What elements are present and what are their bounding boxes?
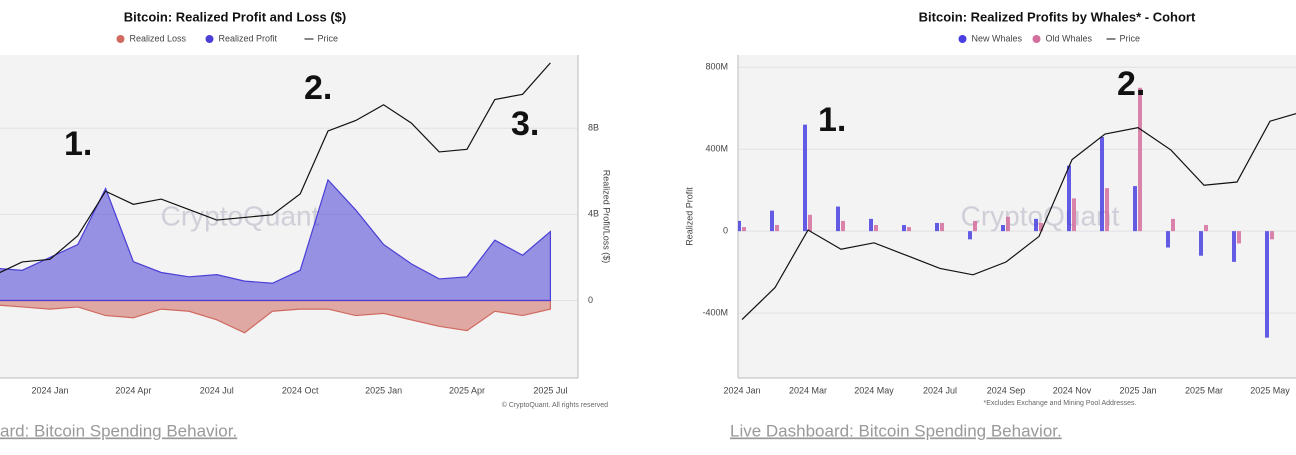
bar bbox=[836, 206, 840, 232]
bar bbox=[738, 220, 741, 232]
bar bbox=[973, 220, 977, 232]
bar bbox=[935, 222, 939, 232]
bar bbox=[1034, 218, 1038, 232]
bar bbox=[1171, 218, 1175, 232]
x-tick-label: 2025 May bbox=[1250, 385, 1290, 395]
chart-title: Bitcoin: Realized Profit and Loss ($) bbox=[124, 9, 346, 24]
bar bbox=[841, 220, 845, 232]
plot bbox=[0, 62, 551, 334]
bar bbox=[1199, 231, 1203, 256]
x-tick-label: 2025 Jul bbox=[533, 385, 567, 395]
x-tick-label: 2024 Oct bbox=[282, 385, 319, 395]
bar bbox=[869, 218, 873, 232]
x-tick-label: 2024 Sep bbox=[987, 385, 1026, 395]
y-axis-label: Realized Profit/Loss ($) bbox=[602, 170, 612, 264]
x-tick-label: 2025 Jan bbox=[1119, 385, 1156, 395]
dashboard-link[interactable]: ard: Bitcoin Spending Behavior. bbox=[0, 421, 237, 440]
annotation: 1. bbox=[818, 101, 846, 139]
legend-swatch bbox=[1032, 35, 1041, 43]
bar bbox=[1067, 165, 1071, 232]
bar bbox=[1001, 225, 1005, 232]
bar bbox=[1105, 188, 1109, 232]
x-tick-label: 2024 Jul bbox=[923, 385, 957, 395]
x-tick-label: 2025 Jan bbox=[365, 385, 402, 395]
area bbox=[0, 178, 551, 302]
dashboard-link[interactable]: Live Dashboard: Bitcoin Spending Behavio… bbox=[730, 421, 1062, 440]
bar bbox=[1039, 222, 1043, 232]
legend-label: Price bbox=[1120, 33, 1141, 43]
bar bbox=[940, 222, 944, 232]
annotation: 2. bbox=[1117, 65, 1145, 103]
y-tick-label: -400M bbox=[702, 307, 728, 317]
bar bbox=[1265, 231, 1269, 338]
bar bbox=[968, 231, 972, 240]
bar bbox=[1270, 231, 1274, 240]
x-tick-label: 2024 Jul bbox=[200, 385, 234, 395]
legend-label: Price bbox=[318, 33, 339, 43]
x-tick-label: 2025 Apr bbox=[449, 385, 485, 395]
bar bbox=[770, 210, 774, 232]
y-tick-label: 4B bbox=[588, 209, 599, 219]
chart-title: Bitcoin: Realized Profits by Whales* - C… bbox=[919, 9, 1196, 24]
bar bbox=[1237, 231, 1241, 244]
y-tick-label: 0 bbox=[723, 226, 728, 236]
x-tick-label: 2024 Nov bbox=[1053, 385, 1092, 395]
bar bbox=[808, 214, 812, 232]
x-tick-label: 2025 Mar bbox=[1185, 385, 1223, 395]
legend-swatch bbox=[205, 35, 214, 43]
bar bbox=[1006, 216, 1010, 232]
bar bbox=[1166, 231, 1170, 248]
footnote: *Excludes Exchange and Mining Pool Addre… bbox=[984, 400, 1137, 407]
bar bbox=[1133, 186, 1137, 232]
y-tick-label: 800M bbox=[705, 62, 728, 72]
y-tick-label: 8B bbox=[588, 123, 599, 133]
y-tick-label: 400M bbox=[705, 144, 728, 154]
x-tick-label: 2024 Apr bbox=[115, 385, 151, 395]
x-tick-label: 2024 Jan bbox=[723, 385, 760, 395]
bar bbox=[1204, 225, 1208, 232]
annotation: 2. bbox=[304, 69, 332, 107]
price-line bbox=[0, 62, 551, 274]
annotation: 1. bbox=[64, 125, 92, 163]
bar bbox=[907, 227, 911, 232]
legend-label: New Whales bbox=[972, 33, 1023, 43]
x-tick-label: 2024 Mar bbox=[789, 385, 827, 395]
bar bbox=[1100, 136, 1104, 232]
bar bbox=[902, 225, 906, 232]
legend-swatch bbox=[116, 35, 125, 43]
y-axis-label: Realized Profit bbox=[684, 187, 694, 246]
plot bbox=[738, 87, 1296, 338]
x-tick-label: 2024 Jan bbox=[31, 385, 68, 395]
bar bbox=[1232, 231, 1236, 262]
legend-swatch bbox=[958, 35, 967, 43]
bar bbox=[1138, 87, 1142, 232]
bar bbox=[1072, 198, 1076, 232]
x-tick-label: 2024 May bbox=[854, 385, 894, 395]
bar bbox=[742, 227, 746, 232]
annotation: 3. bbox=[511, 105, 539, 143]
credit: © CryptoQuant. All rights reserved bbox=[502, 401, 608, 409]
bar bbox=[775, 225, 779, 232]
area bbox=[0, 299, 551, 334]
bar bbox=[803, 124, 807, 232]
legend-label: Old Whales bbox=[1046, 33, 1093, 43]
y-tick-label: 0 bbox=[588, 295, 593, 305]
legend-label: Realized Profit bbox=[219, 33, 278, 43]
bar bbox=[874, 225, 878, 232]
watermark: CryptoQuant bbox=[161, 200, 320, 231]
legend-label: Realized Loss bbox=[130, 33, 187, 43]
plot-background bbox=[738, 55, 1296, 378]
price-line bbox=[741, 113, 1296, 321]
